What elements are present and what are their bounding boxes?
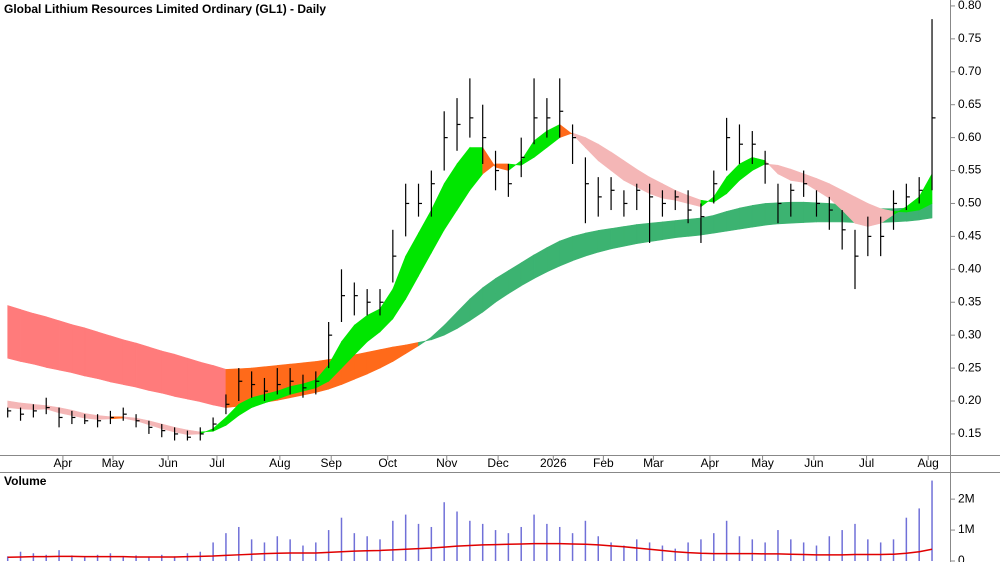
y-tick-label: 0.45 <box>958 229 982 243</box>
ribbon-segment <box>148 346 163 394</box>
x-tick-label: Apr <box>54 456 73 470</box>
x-tick-label: Aug <box>917 456 938 470</box>
volume-title: Volume <box>4 474 47 488</box>
ribbon-segment <box>597 228 612 253</box>
ribbon-segment <box>212 365 227 408</box>
ribbon-segment <box>572 232 586 262</box>
ribbon-segment <box>135 342 150 391</box>
ribbon-segment <box>585 230 599 257</box>
ribbon-segment <box>790 201 804 224</box>
y-tick-label: 0.65 <box>958 97 982 111</box>
y-tick-label: 1M <box>958 522 975 536</box>
ribbon-segment <box>71 324 86 377</box>
ribbon-segment <box>122 339 137 388</box>
x-tick-label: Jul <box>859 456 874 470</box>
ribbon-segment <box>610 226 625 250</box>
y-tick-label: 0.30 <box>958 327 982 341</box>
x-tick-label: Sep <box>321 456 343 470</box>
ribbon-segment <box>918 172 933 211</box>
ribbon-segment <box>20 309 34 365</box>
x-tick-label: Aug <box>269 456 290 470</box>
x-tick-label: Jul <box>209 456 224 470</box>
ribbon-segment <box>739 205 753 230</box>
x-tick-label: Nov <box>436 456 457 470</box>
y-tick-label: 0.75 <box>958 31 982 45</box>
y-tick-label: 0.35 <box>958 294 982 308</box>
y-tick-label: 0.55 <box>958 163 982 177</box>
ribbon-segment <box>713 210 727 234</box>
x-tick-label: May <box>751 456 774 470</box>
x-tick-label: Feb <box>593 456 614 470</box>
ribbon-segment <box>33 313 47 368</box>
ribbon-segment <box>662 220 676 241</box>
x-tick-label: Jun <box>804 456 823 470</box>
plot-layer: 0.15 0.20 0.25 0.30 0.35 0.40 0.45 0.50 0.55 0.60… <box>6 0 982 562</box>
y-tick-label: 0.70 <box>958 64 982 78</box>
volume-average <box>7 542 933 559</box>
ribbon-segment <box>110 335 124 385</box>
x-tick-label: Jun <box>158 456 177 470</box>
ribbon-segment <box>623 224 638 247</box>
ribbon-segment <box>161 350 175 397</box>
ribbon-segment <box>816 202 830 223</box>
ribbon-segment <box>636 222 650 244</box>
x-tick-label: 2026 <box>540 456 567 470</box>
ribbon-segment <box>199 361 214 406</box>
y-tick-label: 0.40 <box>958 261 982 275</box>
ribbon-segment <box>803 201 817 223</box>
ribbon-segment <box>58 320 73 374</box>
ribbon-segment <box>45 316 60 371</box>
ribbon-segment <box>559 235 573 267</box>
y-tick-label: 0 <box>958 553 965 562</box>
y-tick-label: 0.80 <box>958 0 982 12</box>
ribbon-segment <box>674 218 689 239</box>
x-tick-label: May <box>102 456 125 470</box>
ribbon-segment <box>20 402 34 410</box>
ribbon-segment <box>97 331 111 383</box>
ribbon-segment <box>764 202 779 226</box>
y-tick-label: 0.60 <box>958 130 982 144</box>
ribbon-segment <box>687 217 702 237</box>
x-tick-label: Oct <box>378 456 397 470</box>
x-tick-label: Apr <box>701 456 720 470</box>
ribbon-segment <box>225 368 240 408</box>
chart-title: Global Lithium Resources Limited Ordinar… <box>4 2 326 16</box>
ribbon-segment <box>84 327 98 379</box>
y-tick-label: 2M <box>958 491 975 505</box>
ribbon-segment <box>777 201 792 225</box>
ribbon-segment <box>726 207 740 232</box>
x-tick-label: Mar <box>643 456 664 470</box>
x-tick-label: Dec <box>487 456 508 470</box>
ribbon-segment <box>187 357 201 403</box>
ribbon-segment <box>700 214 715 236</box>
y-tick-label: 0.25 <box>958 360 982 374</box>
ribbon-segment <box>649 221 663 243</box>
ribbon-segment <box>174 353 188 400</box>
y-tick-label: 0.20 <box>958 393 982 407</box>
y-tick-label: 0.15 <box>958 426 982 440</box>
ribbon-segment <box>751 203 766 228</box>
y-tick-label: 0.50 <box>958 196 982 210</box>
ribbon-segment <box>7 305 21 362</box>
